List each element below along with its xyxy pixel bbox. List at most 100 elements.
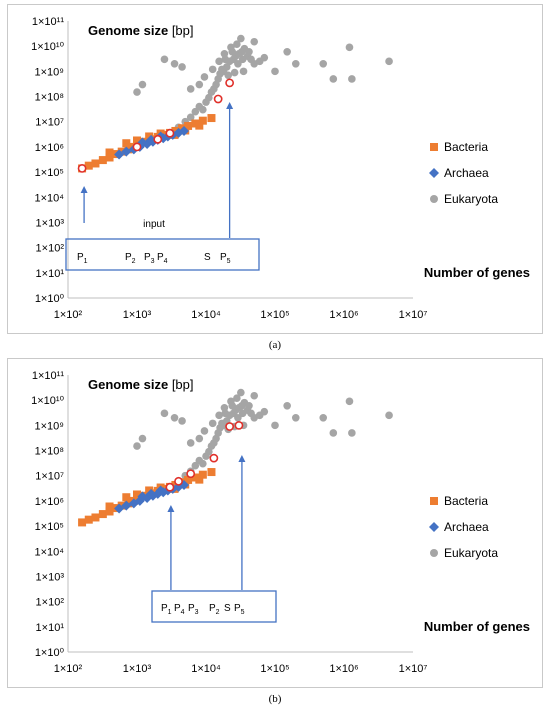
- x-tick-label: 1×10²: [54, 309, 83, 321]
- eukaryota-point: [208, 419, 217, 428]
- highlighted-point: [213, 94, 223, 104]
- annotation-label: P1: [77, 252, 88, 265]
- arrow-head: [80, 186, 88, 193]
- eukaryota-point: [385, 411, 393, 420]
- eukaryota-point: [319, 59, 328, 68]
- y-tick-label: 1×10⁰: [35, 647, 65, 659]
- legend-eukaryota-marker: [430, 549, 438, 557]
- eukaryota-point: [220, 403, 229, 412]
- eukaryota-point: [170, 413, 179, 422]
- annotation-label: P1: [161, 603, 172, 616]
- bacteria-point: [78, 518, 87, 527]
- eukaryota-point: [218, 65, 226, 74]
- chart-title-unit: [bp]: [168, 377, 193, 392]
- eukaryota-point: [245, 47, 253, 56]
- bacteria-point: [195, 475, 204, 484]
- eukaryota-point: [250, 391, 259, 400]
- annotation-label: S: [224, 603, 231, 614]
- eukaryota-point: [191, 107, 200, 116]
- chart-panel-b: 1×10⁰ 1×10¹ 1×10² 1×10³ 1×10⁴ 1×10⁵ 1×10⁶ 1×10⁷…: [7, 358, 543, 688]
- bacteria-point: [84, 515, 93, 524]
- y-tick-label: 1×10¹¹: [32, 370, 64, 382]
- archaea-point: [114, 149, 125, 160]
- eukaryota-point: [348, 429, 356, 437]
- annotation-letter: P: [188, 603, 195, 614]
- legend-label: Bacteria: [444, 140, 488, 154]
- annotation-subscript: 5: [241, 609, 245, 616]
- arrow-head: [226, 102, 234, 109]
- legend-label: Archaea: [444, 166, 489, 180]
- annotation-letter: P: [77, 252, 84, 263]
- chart-title: Genome size [bp]: [88, 377, 194, 392]
- eukaryota-point: [138, 80, 147, 89]
- legend-bacteria-marker: [430, 143, 438, 151]
- eukaryota-point: [191, 461, 200, 470]
- eukaryota-point: [233, 394, 241, 402]
- annotation-subscript: 1: [168, 609, 172, 616]
- annotation-letter: P: [144, 252, 151, 263]
- eukaryota-point: [200, 427, 209, 435]
- bacteria-point: [105, 153, 114, 162]
- annotation-box: [151, 590, 277, 623]
- bacteria-point: [145, 132, 154, 141]
- eukaryota-point: [271, 67, 279, 76]
- y-tick-label: 1×10¹: [36, 622, 65, 634]
- highlighted-point: [209, 453, 219, 463]
- arrow-head: [238, 455, 246, 462]
- annotation-subscript: 2: [132, 258, 136, 265]
- highlighted-point: [132, 142, 142, 152]
- eukaryota-point: [186, 439, 195, 447]
- bacteria-point: [195, 121, 204, 130]
- annotation-subscript: 3: [195, 609, 199, 616]
- highlighted-point: [225, 422, 235, 431]
- bacteria-point: [98, 510, 107, 519]
- chart-title-main: Genome size: [88, 377, 168, 392]
- x-tick-label: 1×10³: [123, 309, 152, 321]
- eukaryota-point: [178, 417, 186, 425]
- bacteria-point: [98, 156, 107, 165]
- bacteria-point: [207, 114, 216, 123]
- y-tick-label: 1×10⁶: [35, 142, 64, 154]
- annotation-subscript: 4: [181, 609, 185, 616]
- bacteria-point: [198, 116, 207, 125]
- x-tick-label: 1×10⁵: [260, 309, 289, 321]
- bacteria-point: [91, 513, 100, 522]
- y-tick-label: 1×10²: [36, 597, 65, 609]
- y-tick-label: 1×10⁵: [35, 521, 64, 533]
- eukaryota-point: [186, 85, 195, 93]
- annotation-subscript: 4: [164, 258, 168, 265]
- bacteria-point: [145, 486, 154, 495]
- eukaryota-point: [239, 67, 248, 76]
- scatter-chart-a: 1×10⁰ 1×10¹ 1×10² 1×10³ 1×10⁴ 1×10⁵ 1×10⁶ 1×10⁷…: [31, 16, 530, 321]
- eukaryota-point: [345, 397, 354, 406]
- highlighted-point: [77, 164, 87, 173]
- x-tick-label: 1×10⁷: [399, 663, 428, 675]
- highlighted-point: [153, 134, 163, 144]
- y-tick-label: 1×10²: [36, 243, 65, 255]
- bacteria-point: [122, 493, 131, 502]
- legend-label: Bacteria: [444, 494, 488, 508]
- eukaryota-point: [234, 59, 242, 68]
- eukaryota-point: [160, 55, 169, 64]
- eukaryota-point: [195, 80, 204, 89]
- bacteria-point: [191, 473, 200, 482]
- y-tick-label: 1×10⁰: [35, 293, 65, 305]
- bacteria-point: [105, 507, 114, 516]
- eukaryota-point: [224, 71, 233, 80]
- annotation-subscript: 2: [216, 609, 220, 616]
- annotation-letter: P: [157, 252, 164, 263]
- eukaryota-point: [271, 421, 279, 430]
- eukaryota-point: [237, 34, 245, 43]
- x-tick-label: 1×10⁶: [329, 309, 358, 321]
- scatter-chart-b: 1×10⁰ 1×10¹ 1×10² 1×10³ 1×10⁴ 1×10⁵ 1×10⁶ 1×10⁷…: [31, 370, 530, 675]
- eukaryota-point: [195, 434, 204, 443]
- legend-archaea-marker: [429, 522, 439, 532]
- y-tick-label: 1×10¹⁰: [31, 41, 64, 53]
- y-tick-label: 1×10⁵: [35, 167, 64, 179]
- eukaryota-point: [133, 442, 141, 450]
- annotation-label: S: [204, 252, 211, 263]
- eukaryota-point: [199, 105, 207, 114]
- x-axis-label: Number of genes: [424, 619, 530, 634]
- archaea-point: [121, 500, 132, 511]
- caption-b: (b): [268, 693, 282, 705]
